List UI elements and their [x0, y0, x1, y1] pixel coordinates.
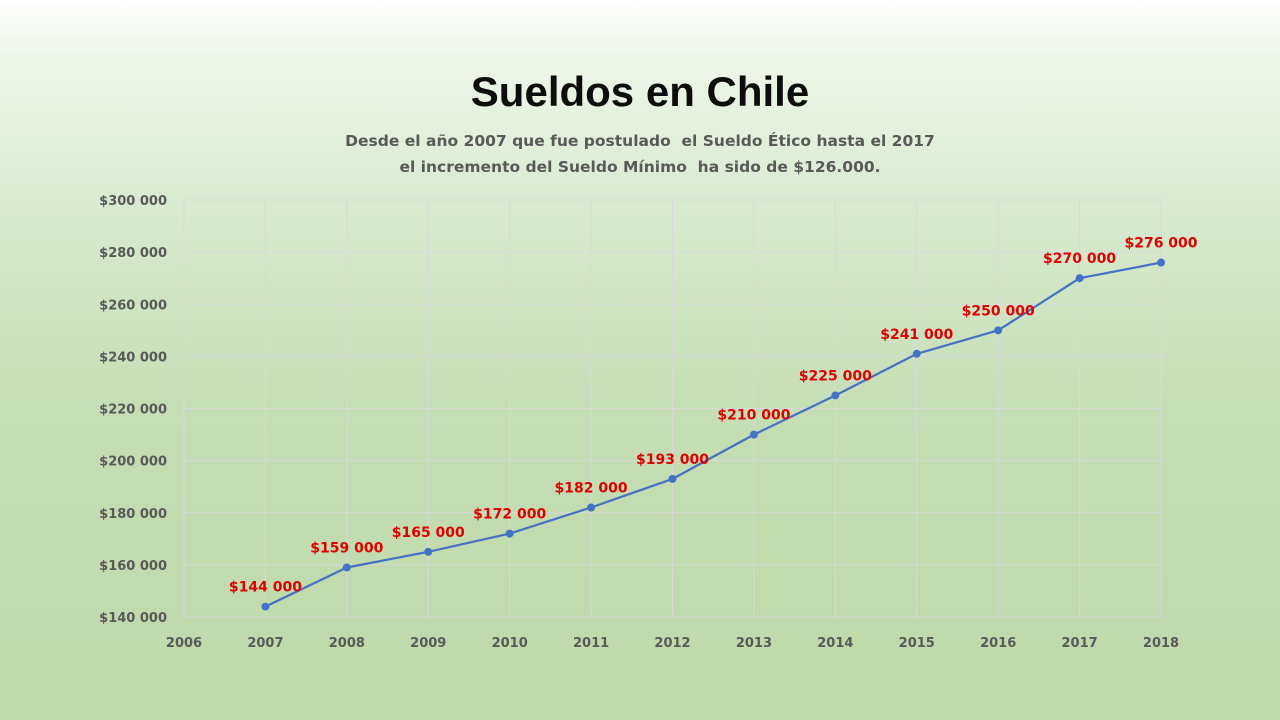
data-label: $276 000 [1124, 236, 1197, 252]
y-tick-label: $180 000 [99, 507, 167, 522]
x-tick-label: 2008 [329, 636, 365, 651]
data-point [587, 503, 596, 512]
series-line [264, 261, 1163, 608]
x-tick-label: 2016 [980, 636, 1016, 651]
data-point [668, 474, 677, 483]
y-tick-label: $260 000 [99, 298, 167, 313]
x-tick-label: 2010 [492, 636, 528, 651]
data-point [342, 563, 351, 572]
data-label: $172 000 [473, 507, 546, 523]
data-point [749, 430, 758, 439]
x-tick-label: 2014 [817, 636, 853, 651]
x-tick-label: 2006 [166, 636, 202, 651]
data-point [424, 547, 433, 556]
data-label: $182 000 [555, 481, 628, 497]
x-tick-label: 2009 [410, 636, 446, 651]
x-tick-label: 2011 [573, 636, 609, 651]
y-tick-label: $280 000 [99, 246, 167, 261]
x-tick-label: 2018 [1143, 636, 1179, 651]
data-points [261, 258, 1165, 611]
data-label: $250 000 [962, 303, 1035, 319]
data-label: $193 000 [636, 452, 709, 468]
slide-title: Sueldos en Chile [470, 68, 810, 115]
x-tick-label: 2007 [247, 636, 283, 651]
data-point [994, 326, 1003, 335]
chart-subtitle-line-2: el incremento del Sueldo Mínimo ha sido … [399, 158, 881, 176]
data-labels: $144 000 $159 000 $165 000 $172 000 $182 000… [229, 236, 1198, 596]
y-tick-label: $300 000 [99, 194, 167, 209]
data-label: $159 000 [310, 540, 383, 556]
data-label: $210 000 [717, 408, 790, 424]
data-label: $270 000 [1043, 251, 1116, 267]
x-axis-tick-labels: 2006 2007 2008 2009 2010 2011 2012 2013 2014 2015… [166, 636, 1179, 651]
y-tick-label: $200 000 [99, 455, 167, 470]
y-tick-label: $240 000 [99, 350, 167, 365]
data-point [1157, 258, 1165, 267]
y-tick-label: $140 000 [99, 611, 167, 626]
data-point [1075, 274, 1084, 283]
series-line-group [264, 261, 1163, 608]
data-label: $225 000 [799, 368, 872, 384]
x-tick-label: 2013 [736, 636, 772, 651]
x-tick-label: 2017 [1061, 636, 1097, 651]
x-tick-label: 2015 [899, 636, 935, 651]
data-point [505, 529, 514, 538]
data-point [831, 391, 840, 400]
chart-subtitle-line-1: Desde el año 2007 que fue postulado el S… [345, 132, 935, 150]
y-tick-label: $220 000 [99, 403, 167, 418]
x-tick-label: 2012 [654, 636, 690, 651]
y-tick-label: $160 000 [99, 559, 167, 574]
data-point [912, 349, 921, 358]
data-label: $144 000 [229, 580, 302, 596]
y-axis-tick-labels: $140 000 $160 000 $180 000 $200 000 $220 000… [99, 194, 167, 626]
data-label: $165 000 [392, 525, 465, 541]
data-label: $241 000 [880, 327, 953, 343]
data-point [261, 602, 270, 611]
